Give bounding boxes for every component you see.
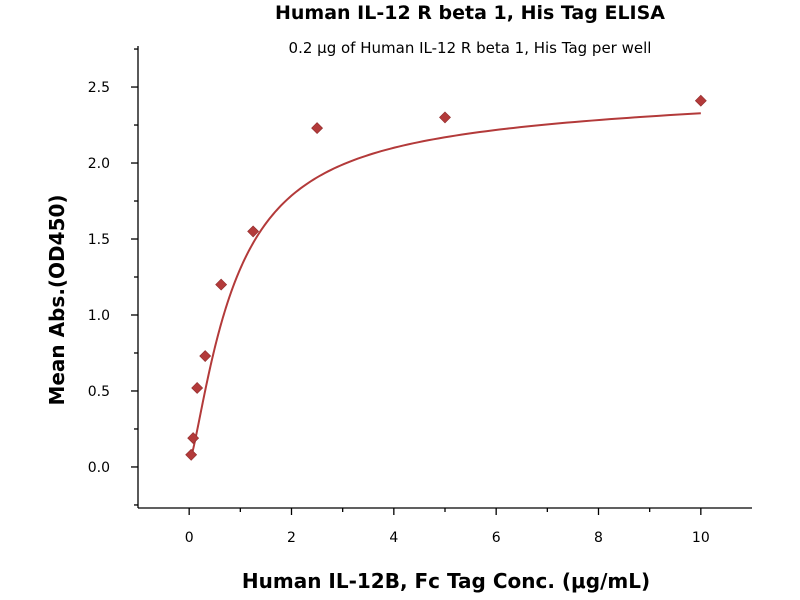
x-tick-label: 6 — [492, 530, 501, 546]
data-points — [185, 94, 707, 461]
y-tick-label: 0.5 — [88, 384, 110, 400]
x-tick-label: 0 — [185, 530, 194, 546]
data-point — [247, 225, 260, 238]
data-point — [694, 94, 707, 107]
y-axis-title: Mean Abs.(OD450) — [45, 194, 69, 405]
chart-title: Human IL-12 R beta 1, His Tag ELISA — [275, 2, 665, 24]
data-point — [439, 111, 451, 124]
y-axis-ticks: 0.0 0.5 1.0 1.5 2.0 2.5 — [88, 48, 138, 506]
fit-curve — [189, 112, 701, 459]
y-tick-label: 1.0 — [88, 308, 110, 324]
data-point — [215, 278, 228, 291]
data-point — [199, 350, 212, 362]
y-tick-label: 2.5 — [88, 80, 110, 96]
data-point — [187, 432, 200, 445]
data-point — [311, 122, 324, 134]
x-tick-label: 10 — [692, 530, 710, 546]
x-axis-ticks: 0 2 4 6 8 10 — [185, 508, 710, 546]
data-point — [185, 448, 198, 461]
x-axis-title: Human IL-12B, Fc Tag Conc. (μg/mL) — [242, 569, 650, 593]
chart-subtitle: 0.2 μg of Human IL-12 R beta 1, His Tag … — [289, 39, 652, 57]
y-tick-label: 0.0 — [88, 460, 110, 476]
fit-curve-group — [189, 112, 701, 459]
y-tick-label: 1.5 — [88, 232, 110, 248]
x-tick-label: 4 — [389, 530, 398, 546]
data-point — [191, 382, 204, 394]
x-tick-label: 2 — [287, 530, 296, 546]
y-tick-label: 2.0 — [88, 156, 110, 172]
x-tick-label: 8 — [594, 530, 603, 546]
